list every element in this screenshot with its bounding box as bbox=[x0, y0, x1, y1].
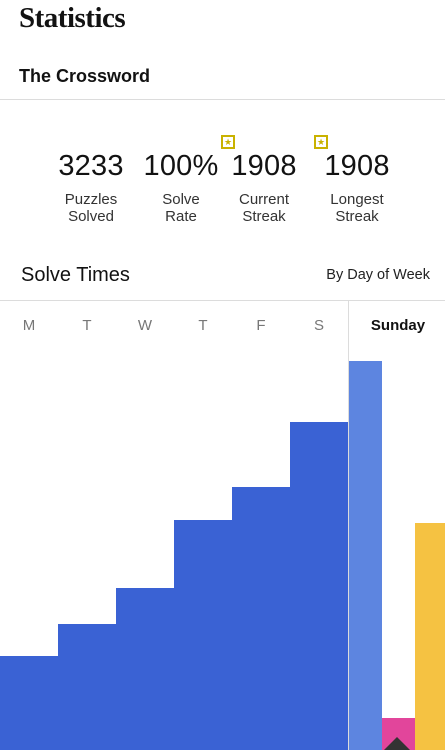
stat-label: Puzzles Solved bbox=[64, 191, 118, 225]
bar-1[interactable] bbox=[58, 624, 116, 750]
divider bbox=[0, 99, 445, 100]
page-title: Statistics bbox=[19, 2, 126, 34]
day-label-3[interactable]: T bbox=[198, 317, 208, 334]
bar-3[interactable] bbox=[174, 520, 232, 750]
solve-times-title: Solve Times bbox=[21, 264, 130, 286]
bar-2[interactable] bbox=[116, 588, 174, 750]
star-icon: ★ bbox=[314, 135, 328, 149]
stat-label: Solve Rate bbox=[162, 191, 200, 225]
stat-label: Current Streak bbox=[238, 191, 290, 225]
star-icon: ★ bbox=[221, 135, 235, 149]
selected-day-divider bbox=[348, 301, 349, 750]
day-label-1[interactable]: T bbox=[82, 317, 92, 334]
bar-4[interactable] bbox=[232, 487, 290, 750]
stat-value: 1908 bbox=[324, 150, 390, 182]
caret-up-icon bbox=[384, 737, 410, 750]
stat-value: 3233 bbox=[58, 150, 124, 182]
bar-5[interactable] bbox=[290, 422, 348, 750]
bar-0[interactable] bbox=[0, 656, 58, 750]
day-label-6[interactable]: Sunday bbox=[370, 317, 426, 334]
day-label-0[interactable]: M bbox=[22, 317, 36, 334]
section-title: The Crossword bbox=[19, 66, 151, 86]
stat-label: Longest Streak bbox=[330, 191, 384, 225]
solve-times-chart: M T W T F S Sunday bbox=[0, 301, 445, 750]
day-of-week-filter[interactable]: By Day of Week bbox=[326, 267, 430, 283]
stat-value: 100% bbox=[143, 150, 219, 182]
stat-value: 1908 bbox=[231, 150, 297, 182]
divider bbox=[0, 300, 445, 301]
day-label-4[interactable]: F bbox=[256, 317, 266, 334]
day-label-5[interactable]: S bbox=[313, 317, 324, 334]
sunday-extra-bar-1 bbox=[415, 523, 445, 750]
bar-6[interactable] bbox=[349, 361, 382, 750]
day-label-2[interactable]: W bbox=[137, 317, 153, 334]
